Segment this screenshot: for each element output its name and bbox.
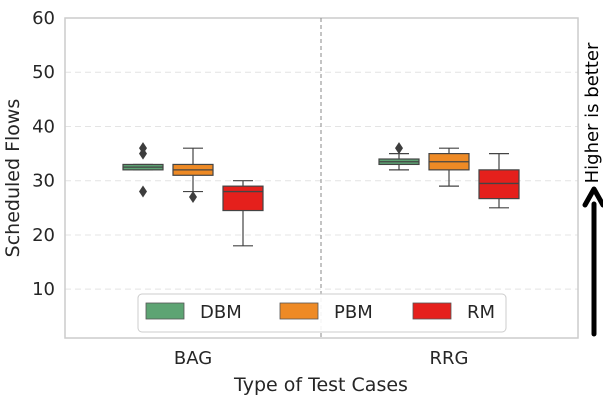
outlier-point [395,142,403,155]
higher-is-better-annotation: Higher is better [582,42,603,183]
legend-label-pbm: PBM [334,302,373,323]
y-tick-label: 10 [32,279,55,300]
y-tick-label: 30 [32,171,55,192]
x-tick-label: BAG [174,348,212,369]
y-axis-label: Scheduled Flows [2,99,24,258]
legend-label-rm: RM [467,302,495,323]
legend-swatch-pbm [279,302,319,320]
y-tick-label: 20 [32,225,55,246]
legend-swatch-dbm [145,302,185,320]
y-axis-ticks: 10 20 30 40 50 60 [32,8,55,300]
legend: DBM PBM RM [137,293,507,333]
y-tick-label: 40 [32,116,55,137]
legend-label-dbm: DBM [200,302,242,323]
y-tick-label: 60 [32,8,55,29]
up-arrow-icon [582,186,603,337]
x-axis-ticks: BAG RRG [174,348,469,369]
box-dbm-rrg [378,142,420,171]
x-axis-label: Type of Test Cases [233,374,408,396]
y-tick-label: 50 [32,62,55,83]
outlier-point [139,185,147,198]
legend-swatch-rm [412,302,452,320]
box-iqr [478,169,520,200]
box-pbm-bag [172,147,214,203]
outlier-point [139,142,147,155]
box-dbm-bag [122,142,164,198]
outlier-point [189,190,197,203]
box-rm-bag [222,180,264,247]
box-pbm-rrg [428,147,470,187]
x-tick-label: RRG [430,348,469,369]
box-iqr [222,185,264,212]
box-rm-rrg [478,152,520,209]
boxes [122,142,520,247]
